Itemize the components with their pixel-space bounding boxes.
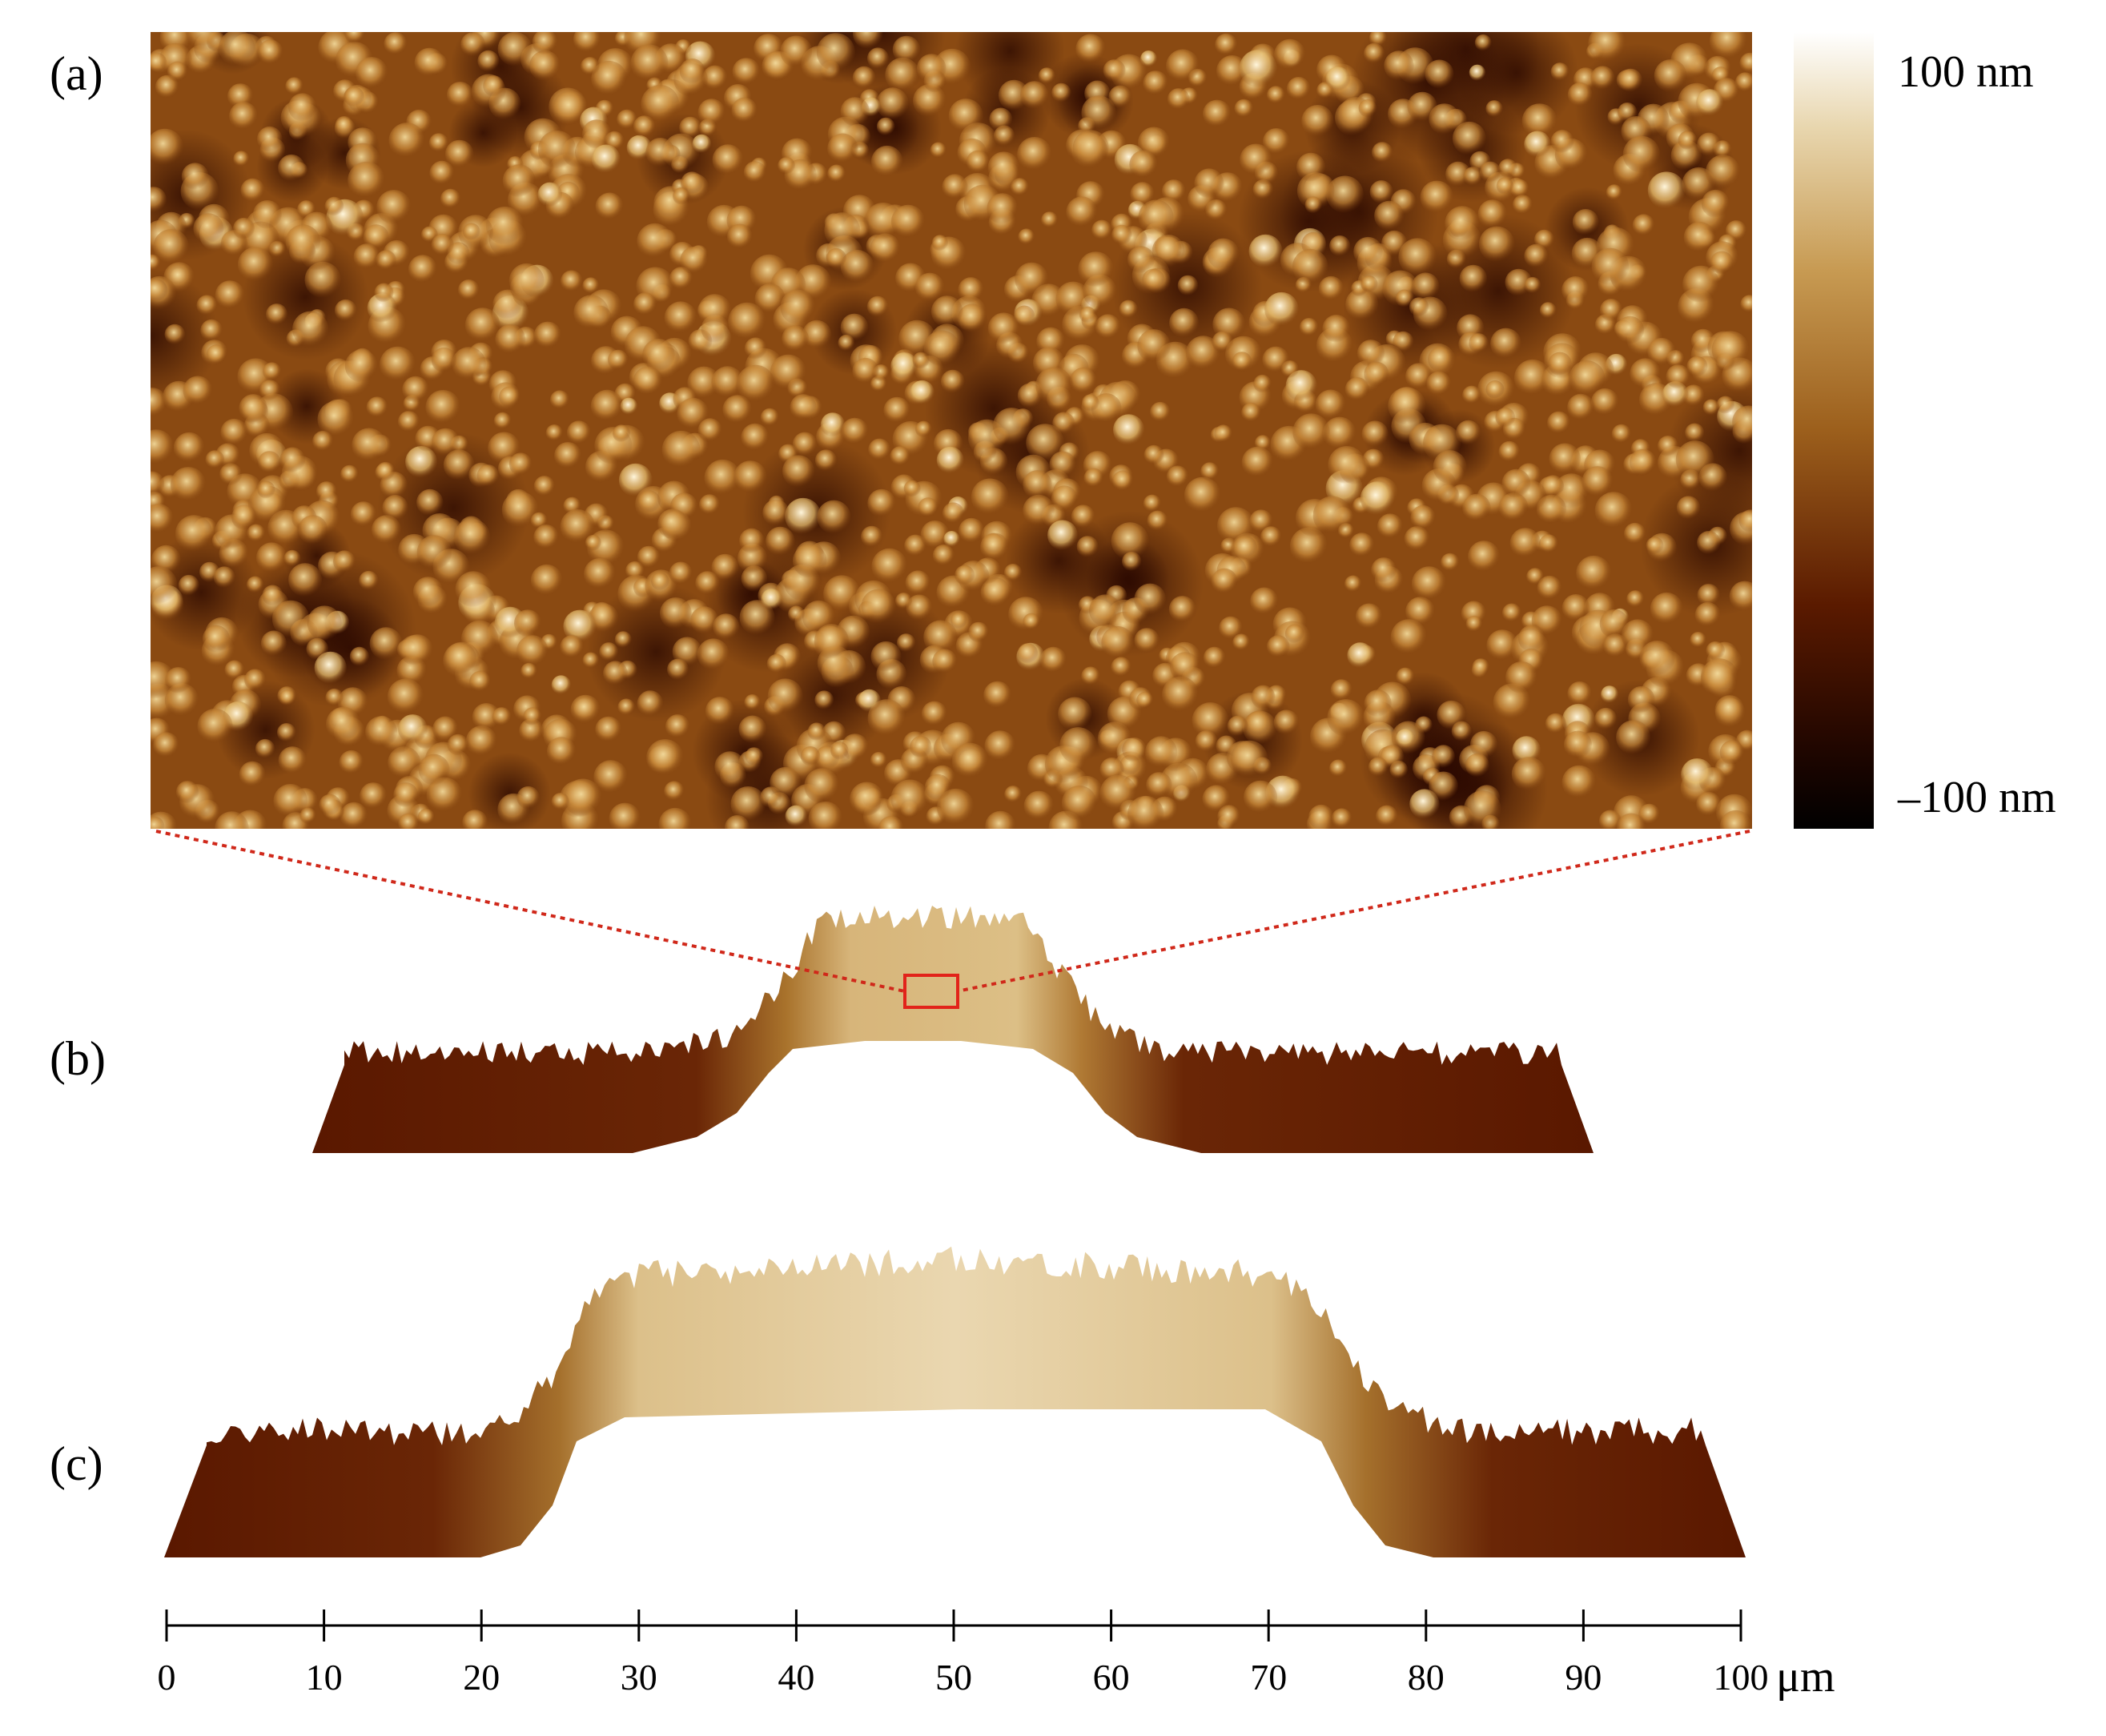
axis-unit-label: μm	[1776, 1652, 1835, 1702]
axis-tick-label: 100	[1714, 1657, 1769, 1698]
colorbar-max-label: 100 nm	[1898, 47, 2034, 97]
profile-b	[312, 906, 1594, 1153]
colorbar-min-label: –100 nm	[1898, 773, 2056, 822]
panel-label-c: (c)	[50, 1437, 103, 1490]
height-colorbar	[1794, 32, 1874, 829]
scale-axis: 0 10 20 30 40 50 60 70 80 90 100 μm	[158, 1609, 1835, 1702]
zoom-region-marker	[903, 974, 959, 1009]
axis-tick-label: 0	[158, 1657, 176, 1698]
panel-label-b: (b)	[50, 1032, 106, 1085]
axis-tick-label: 20	[463, 1657, 500, 1698]
axis-tick-label: 80	[1408, 1657, 1445, 1698]
axis-tick-label: 40	[778, 1657, 814, 1698]
zoom-connector-lines	[155, 830, 1750, 993]
panel-label-a: (a)	[50, 47, 103, 100]
axis-tick-label: 70	[1250, 1657, 1287, 1698]
axis-tick-label: 90	[1565, 1657, 1602, 1698]
profile-c	[164, 1246, 1746, 1557]
axis-tick-label: 60	[1093, 1657, 1130, 1698]
axis-tick-label: 10	[306, 1657, 343, 1698]
axis-tick-label: 30	[621, 1657, 657, 1698]
afm-topography-image	[151, 32, 1752, 829]
axis-tick-label: 50	[935, 1657, 972, 1698]
